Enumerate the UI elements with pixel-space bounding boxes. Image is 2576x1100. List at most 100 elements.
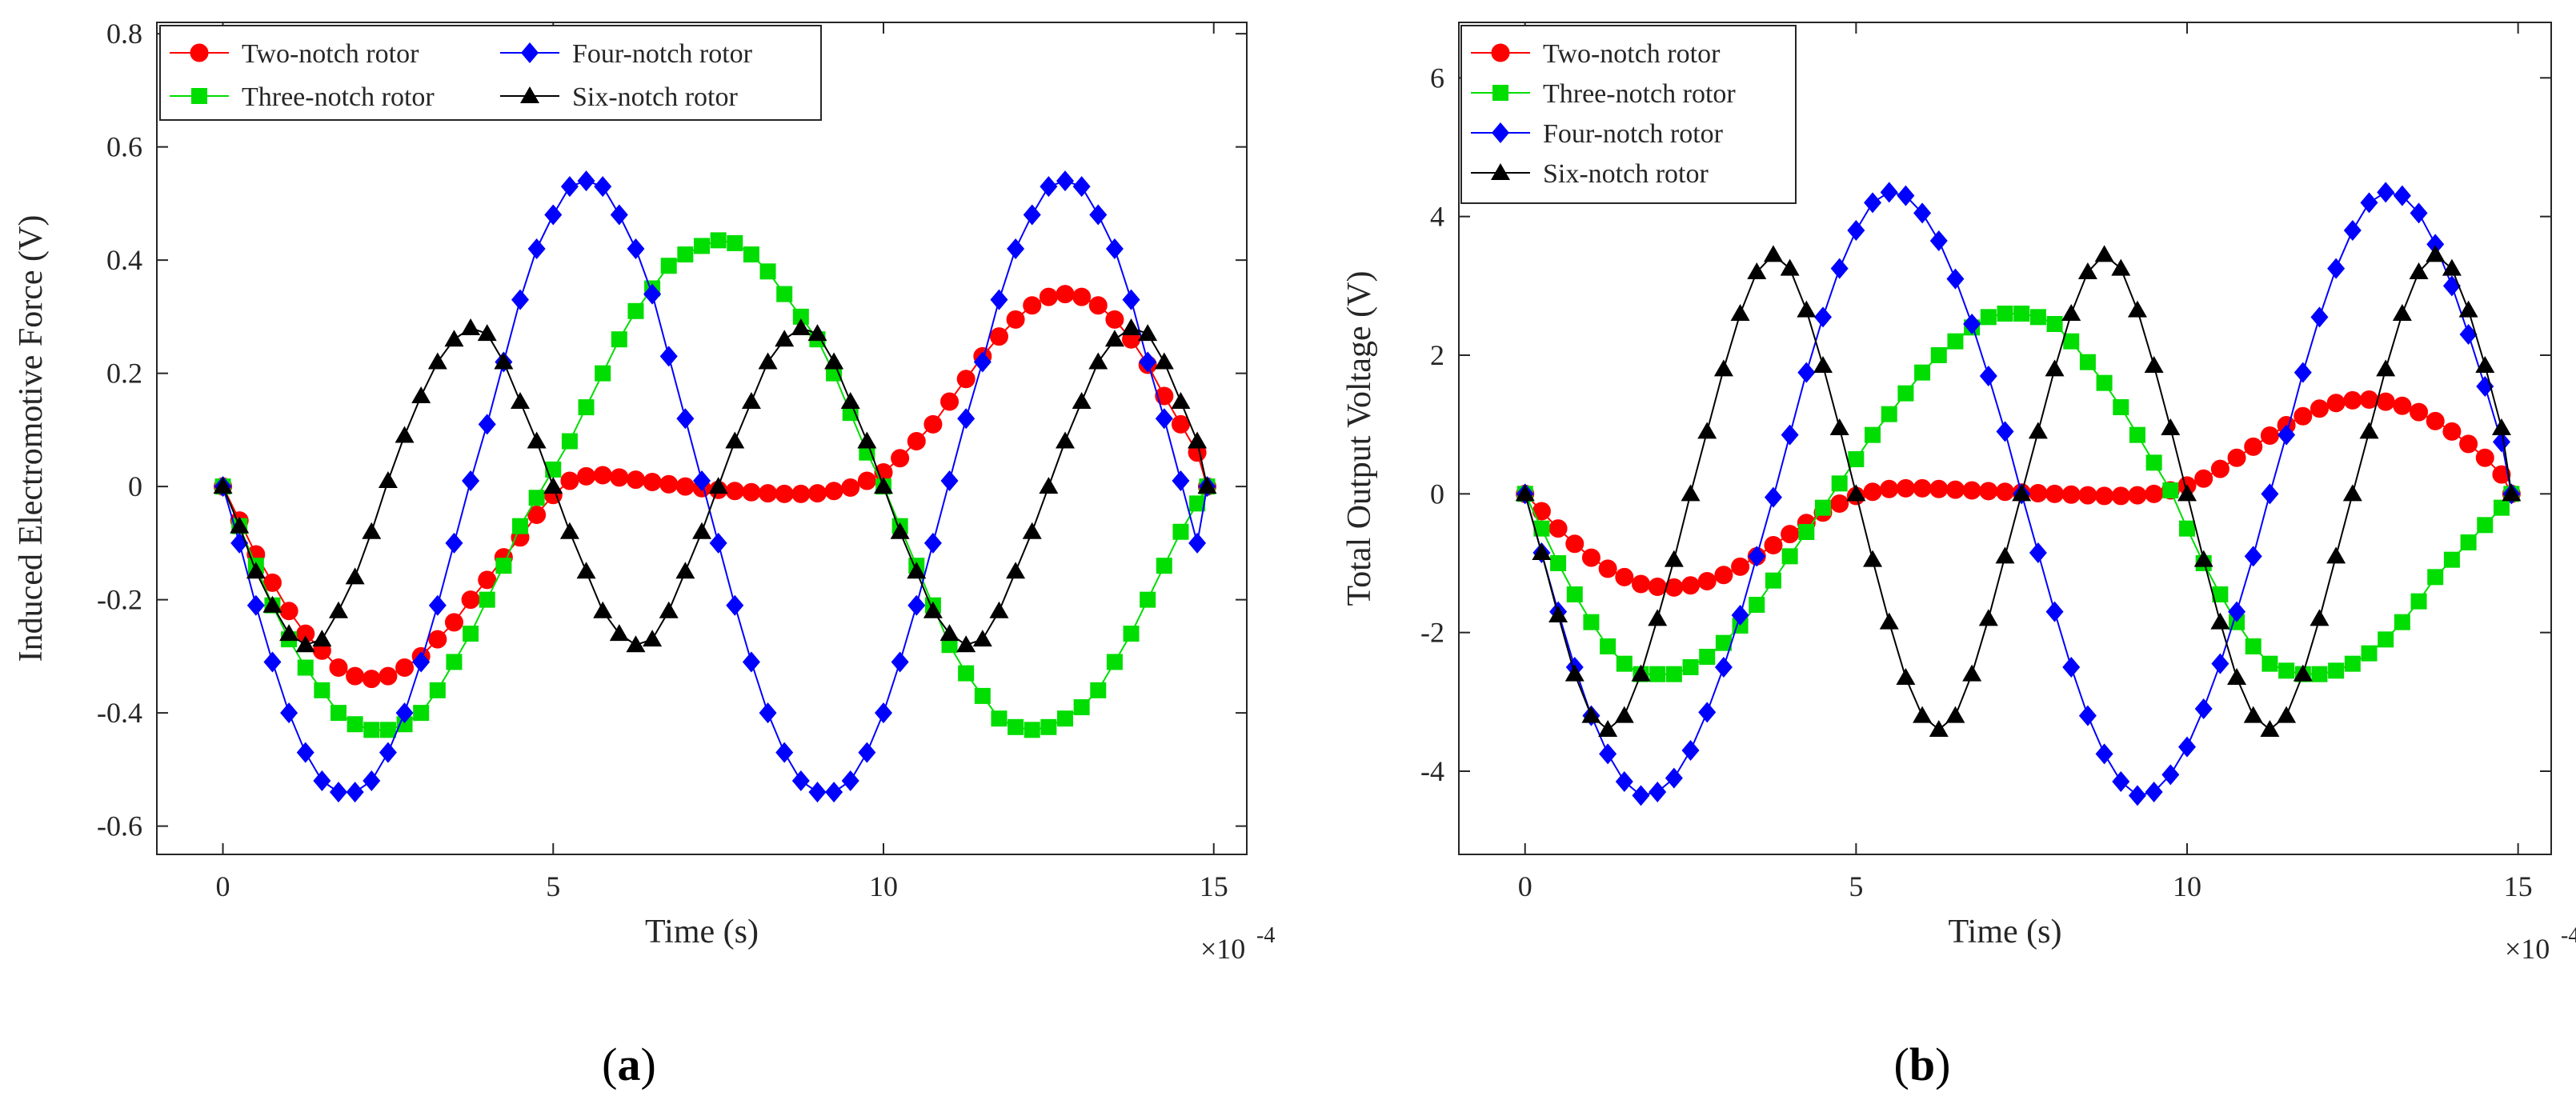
panel-a-data-point bbox=[1039, 477, 1059, 494]
panel-a-data-point bbox=[941, 637, 958, 654]
panel-a-data-point bbox=[923, 414, 943, 434]
panel-b-data-point bbox=[1863, 482, 1882, 502]
panel-b-data-point bbox=[1979, 366, 1997, 386]
panel-b-legend-label: Four-notch rotor bbox=[1543, 119, 1724, 149]
panel-b-data-point bbox=[1814, 306, 1832, 328]
panel-b-data-point bbox=[2244, 437, 2263, 456]
panel-b-data-point bbox=[1715, 634, 1732, 651]
panel-b-data-point bbox=[2062, 657, 2081, 678]
panel-b-data-point bbox=[2144, 356, 2164, 373]
panel-b-data-point bbox=[1698, 702, 1717, 723]
panel-a-data-point bbox=[411, 386, 431, 403]
panel-b-data-point bbox=[1831, 475, 1848, 492]
panel-b-data-point bbox=[2162, 482, 2179, 498]
panel-b-data-point bbox=[1962, 481, 1981, 500]
panel-a-legend-label: Two-notch rotor bbox=[242, 39, 419, 69]
panel-b-data-point bbox=[1847, 220, 1865, 241]
panel-a-data-point bbox=[974, 687, 991, 704]
panel-b-data-point bbox=[2491, 418, 2511, 435]
panel-a-data-point bbox=[1139, 351, 1157, 373]
panel-a-legend-entry: Four-notch rotor bbox=[500, 39, 753, 69]
panel-b-data-point bbox=[2343, 390, 2362, 410]
panel-a-data-point bbox=[626, 470, 645, 490]
panel-a-data-point bbox=[1006, 310, 1025, 329]
panel-b-xtick-label: 5 bbox=[1849, 870, 1863, 902]
panel-b-data-point bbox=[1815, 499, 1831, 516]
panel-a-data-point bbox=[1072, 287, 1092, 306]
panel-b-data-point bbox=[1929, 720, 1949, 737]
panel-b-data-point bbox=[1896, 478, 1915, 498]
panel-b-data-point bbox=[2096, 374, 2113, 391]
panel-b-data-point bbox=[1614, 706, 1634, 723]
panel-b-data-point bbox=[1946, 268, 1965, 290]
panel-b-data-point bbox=[1665, 767, 1683, 789]
panel-b-legend-entry: Six-notch rotor bbox=[1471, 159, 1709, 189]
panel-b-legend-marker bbox=[1491, 163, 1510, 180]
panel-b-data-point bbox=[1781, 548, 1798, 565]
panel-a-data-point bbox=[463, 626, 479, 642]
panel-b-data-point bbox=[1897, 385, 1914, 402]
panel-b-data-point bbox=[2063, 333, 2080, 350]
panel-a-data-point bbox=[759, 702, 777, 724]
panel-b-data-point bbox=[2227, 448, 2246, 467]
panel-a-data-point bbox=[675, 477, 695, 496]
panel-a-ytick-label: 0.4 bbox=[106, 244, 142, 276]
panel-b-data-point bbox=[2028, 422, 2048, 439]
panel-b-data-point bbox=[1945, 706, 1965, 723]
panel-a-data-point bbox=[512, 518, 528, 534]
panel-a-data-point bbox=[544, 204, 563, 226]
panel-a-data-point bbox=[675, 562, 695, 579]
panel-b-data-point bbox=[2311, 666, 2328, 682]
panel-a-data-point bbox=[295, 635, 315, 653]
panel-b-data-point bbox=[2477, 517, 2494, 534]
panel-b-data-point bbox=[1881, 406, 1897, 422]
panel-b-ytick-label: 2 bbox=[1430, 339, 1444, 371]
panel-a-data-point bbox=[660, 258, 677, 274]
panel-a-data-point bbox=[1090, 682, 1107, 698]
panel-a-data-point bbox=[297, 659, 314, 676]
panel-b-data-point bbox=[2427, 569, 2444, 586]
panel-a-label: (a) bbox=[602, 1038, 656, 1090]
panel-b-data-point bbox=[2194, 469, 2213, 488]
panel-a-data-point bbox=[626, 635, 646, 653]
panel-b-data-point bbox=[1880, 479, 1899, 498]
panel-b-data-point bbox=[1865, 426, 1881, 443]
panel-b-data-point bbox=[2277, 706, 2297, 723]
panel-label-letter: a bbox=[618, 1038, 641, 1090]
panel-a-data-point bbox=[444, 330, 464, 347]
panel-b-data-point bbox=[1598, 559, 1617, 578]
panel-a-data-point bbox=[479, 591, 495, 608]
panel-b-data-point bbox=[2459, 324, 2478, 345]
panel-b-data-point bbox=[2161, 764, 2180, 786]
panel-a-data-point bbox=[643, 283, 662, 305]
panel-a-data-point bbox=[395, 426, 415, 443]
panel-a-data-point bbox=[1123, 626, 1140, 642]
panel-a-data-point bbox=[775, 742, 794, 763]
panel-a-data-point bbox=[989, 601, 1009, 618]
panel-b-legend-marker bbox=[1492, 85, 1508, 101]
panel-b-data-point bbox=[1813, 356, 1833, 373]
panel-a-data-point bbox=[1007, 238, 1025, 259]
panel-a-data-point bbox=[395, 658, 415, 678]
panel-a-data-point bbox=[840, 392, 860, 410]
panel-b-data-point bbox=[1548, 606, 1568, 622]
panel-a-data-point bbox=[462, 470, 480, 492]
panel-b-data-point bbox=[1913, 478, 1932, 498]
panel-a-data-point bbox=[890, 522, 910, 539]
panel-a-data-point bbox=[940, 470, 959, 492]
panel-b-data-point bbox=[2294, 406, 2313, 426]
panel-a-ytick-label: -0.6 bbox=[97, 810, 142, 842]
panel-label-close: ) bbox=[641, 1038, 656, 1090]
panel-b-data-point bbox=[1764, 535, 1783, 554]
panel-b-data-point bbox=[2502, 484, 2522, 502]
panel-b-x-multiplier: ×10 bbox=[2505, 933, 2550, 965]
panel-a-data-point bbox=[1197, 477, 1217, 494]
panel-b-legend-marker bbox=[1492, 122, 1509, 143]
panel-b-data-point bbox=[2210, 612, 2230, 630]
panel-b-data-point bbox=[1930, 347, 1947, 363]
panel-b-data-point bbox=[2045, 484, 2065, 503]
panel-a-data-point bbox=[792, 308, 809, 325]
panel-b-data-point bbox=[2376, 359, 2396, 377]
panel-a-legend-marker bbox=[521, 42, 539, 63]
panel-a-data-point bbox=[594, 176, 612, 198]
